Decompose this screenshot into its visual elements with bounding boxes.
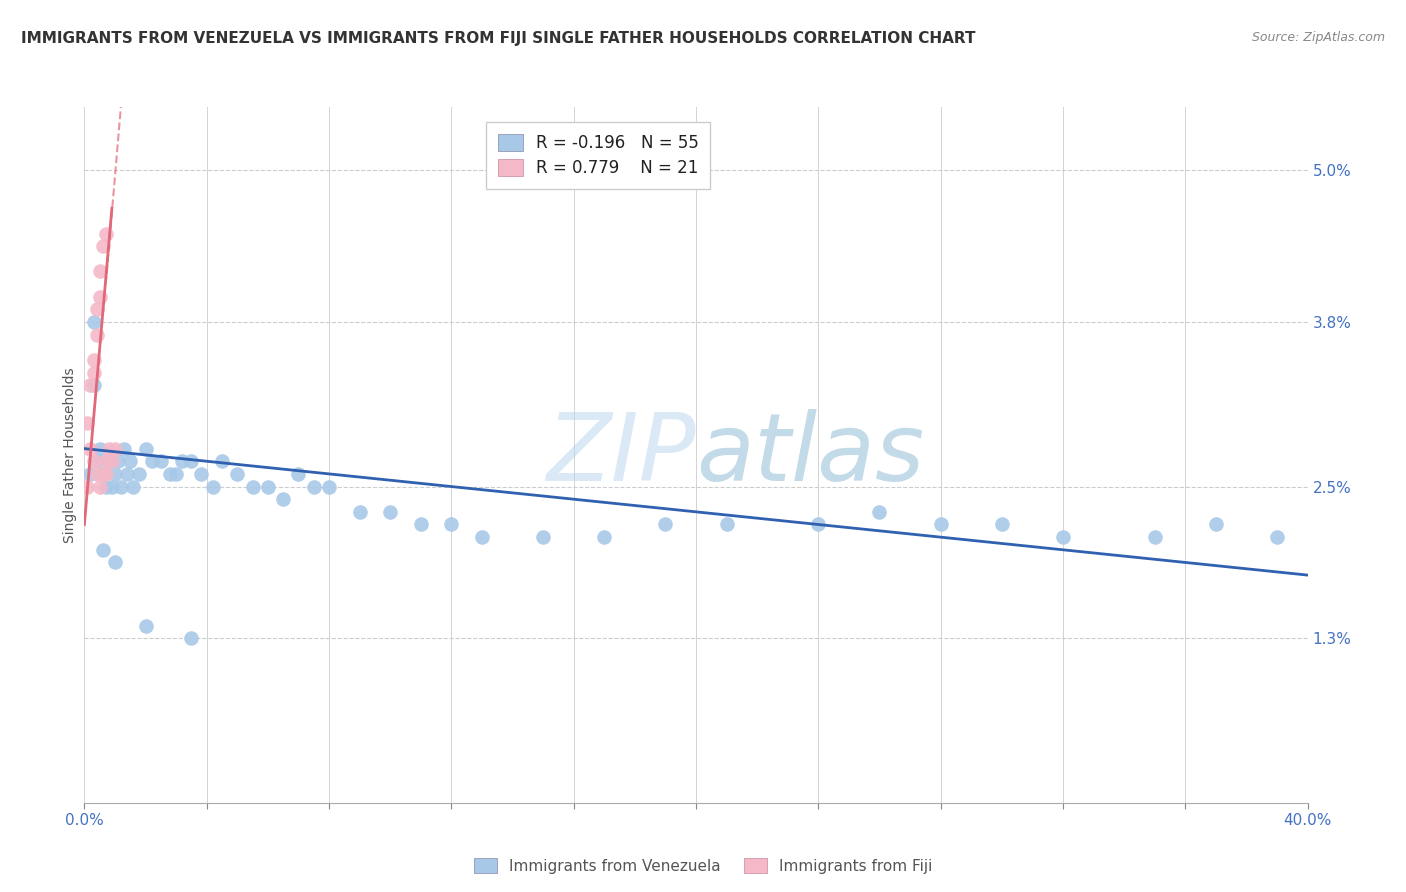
Point <box>440 517 463 532</box>
Point <box>83 378 105 392</box>
Point <box>380 505 402 519</box>
Point <box>409 517 432 532</box>
Point <box>716 517 738 532</box>
Point <box>318 479 340 493</box>
Point <box>120 454 142 468</box>
Point <box>122 479 145 493</box>
Point <box>1143 530 1166 544</box>
Point <box>1052 530 1074 544</box>
Point <box>91 467 114 481</box>
Point <box>83 315 105 329</box>
Point <box>83 353 105 368</box>
Point <box>211 454 233 468</box>
Text: ZIP: ZIP <box>547 409 696 500</box>
Point <box>97 442 120 456</box>
Point <box>112 442 135 456</box>
Point <box>107 454 129 468</box>
Point <box>101 479 124 493</box>
Point <box>180 454 202 468</box>
Point <box>654 517 676 532</box>
Point <box>531 530 554 544</box>
Point <box>76 479 98 493</box>
Point <box>115 467 138 481</box>
Point <box>180 632 202 646</box>
Point <box>135 442 157 456</box>
Legend: Immigrants from Venezuela, Immigrants from Fiji: Immigrants from Venezuela, Immigrants fr… <box>468 852 938 880</box>
Point <box>94 467 117 481</box>
Point <box>172 454 194 468</box>
Point <box>94 454 117 468</box>
Point <box>91 239 114 253</box>
Point <box>807 517 830 532</box>
Point <box>128 467 150 481</box>
Point <box>104 556 127 570</box>
Point <box>302 479 325 493</box>
Point <box>226 467 249 481</box>
Point <box>91 542 114 557</box>
Point <box>104 442 127 456</box>
Point <box>471 530 494 544</box>
Point <box>86 327 108 342</box>
Point <box>97 454 120 468</box>
Point <box>79 378 101 392</box>
Legend: R = -0.196   N = 55, R = 0.779    N = 21: R = -0.196 N = 55, R = 0.779 N = 21 <box>486 122 710 189</box>
Point <box>86 467 108 481</box>
Point <box>159 467 181 481</box>
Point <box>104 467 127 481</box>
Point <box>135 618 157 632</box>
Point <box>165 467 187 481</box>
Point <box>141 454 163 468</box>
Point <box>86 454 108 468</box>
Point <box>89 442 111 456</box>
Point <box>271 492 294 507</box>
Point <box>349 505 371 519</box>
Point <box>287 467 309 481</box>
Point <box>991 517 1014 532</box>
Point <box>593 530 616 544</box>
Text: Source: ZipAtlas.com: Source: ZipAtlas.com <box>1251 31 1385 45</box>
Text: IMMIGRANTS FROM VENEZUELA VS IMMIGRANTS FROM FIJI SINGLE FATHER HOUSEHOLDS CORRE: IMMIGRANTS FROM VENEZUELA VS IMMIGRANTS … <box>21 31 976 46</box>
Point <box>929 517 952 532</box>
Point <box>190 467 212 481</box>
Point <box>91 467 114 481</box>
Point <box>201 479 224 493</box>
Point <box>83 454 105 468</box>
Text: atlas: atlas <box>696 409 924 500</box>
Point <box>1205 517 1227 532</box>
Point <box>94 479 117 493</box>
Point <box>1265 530 1288 544</box>
Point <box>89 264 111 278</box>
Point <box>76 417 98 431</box>
Point <box>79 467 101 481</box>
Point <box>242 479 264 493</box>
Point <box>86 302 108 317</box>
Point <box>89 479 111 493</box>
Point <box>94 227 117 241</box>
Point <box>149 454 172 468</box>
Point <box>257 479 280 493</box>
Point <box>869 505 891 519</box>
Point <box>79 442 101 456</box>
Point <box>83 366 105 380</box>
Y-axis label: Single Father Households: Single Father Households <box>63 368 77 542</box>
Point <box>89 290 111 304</box>
Point <box>101 454 124 468</box>
Point <box>110 479 132 493</box>
